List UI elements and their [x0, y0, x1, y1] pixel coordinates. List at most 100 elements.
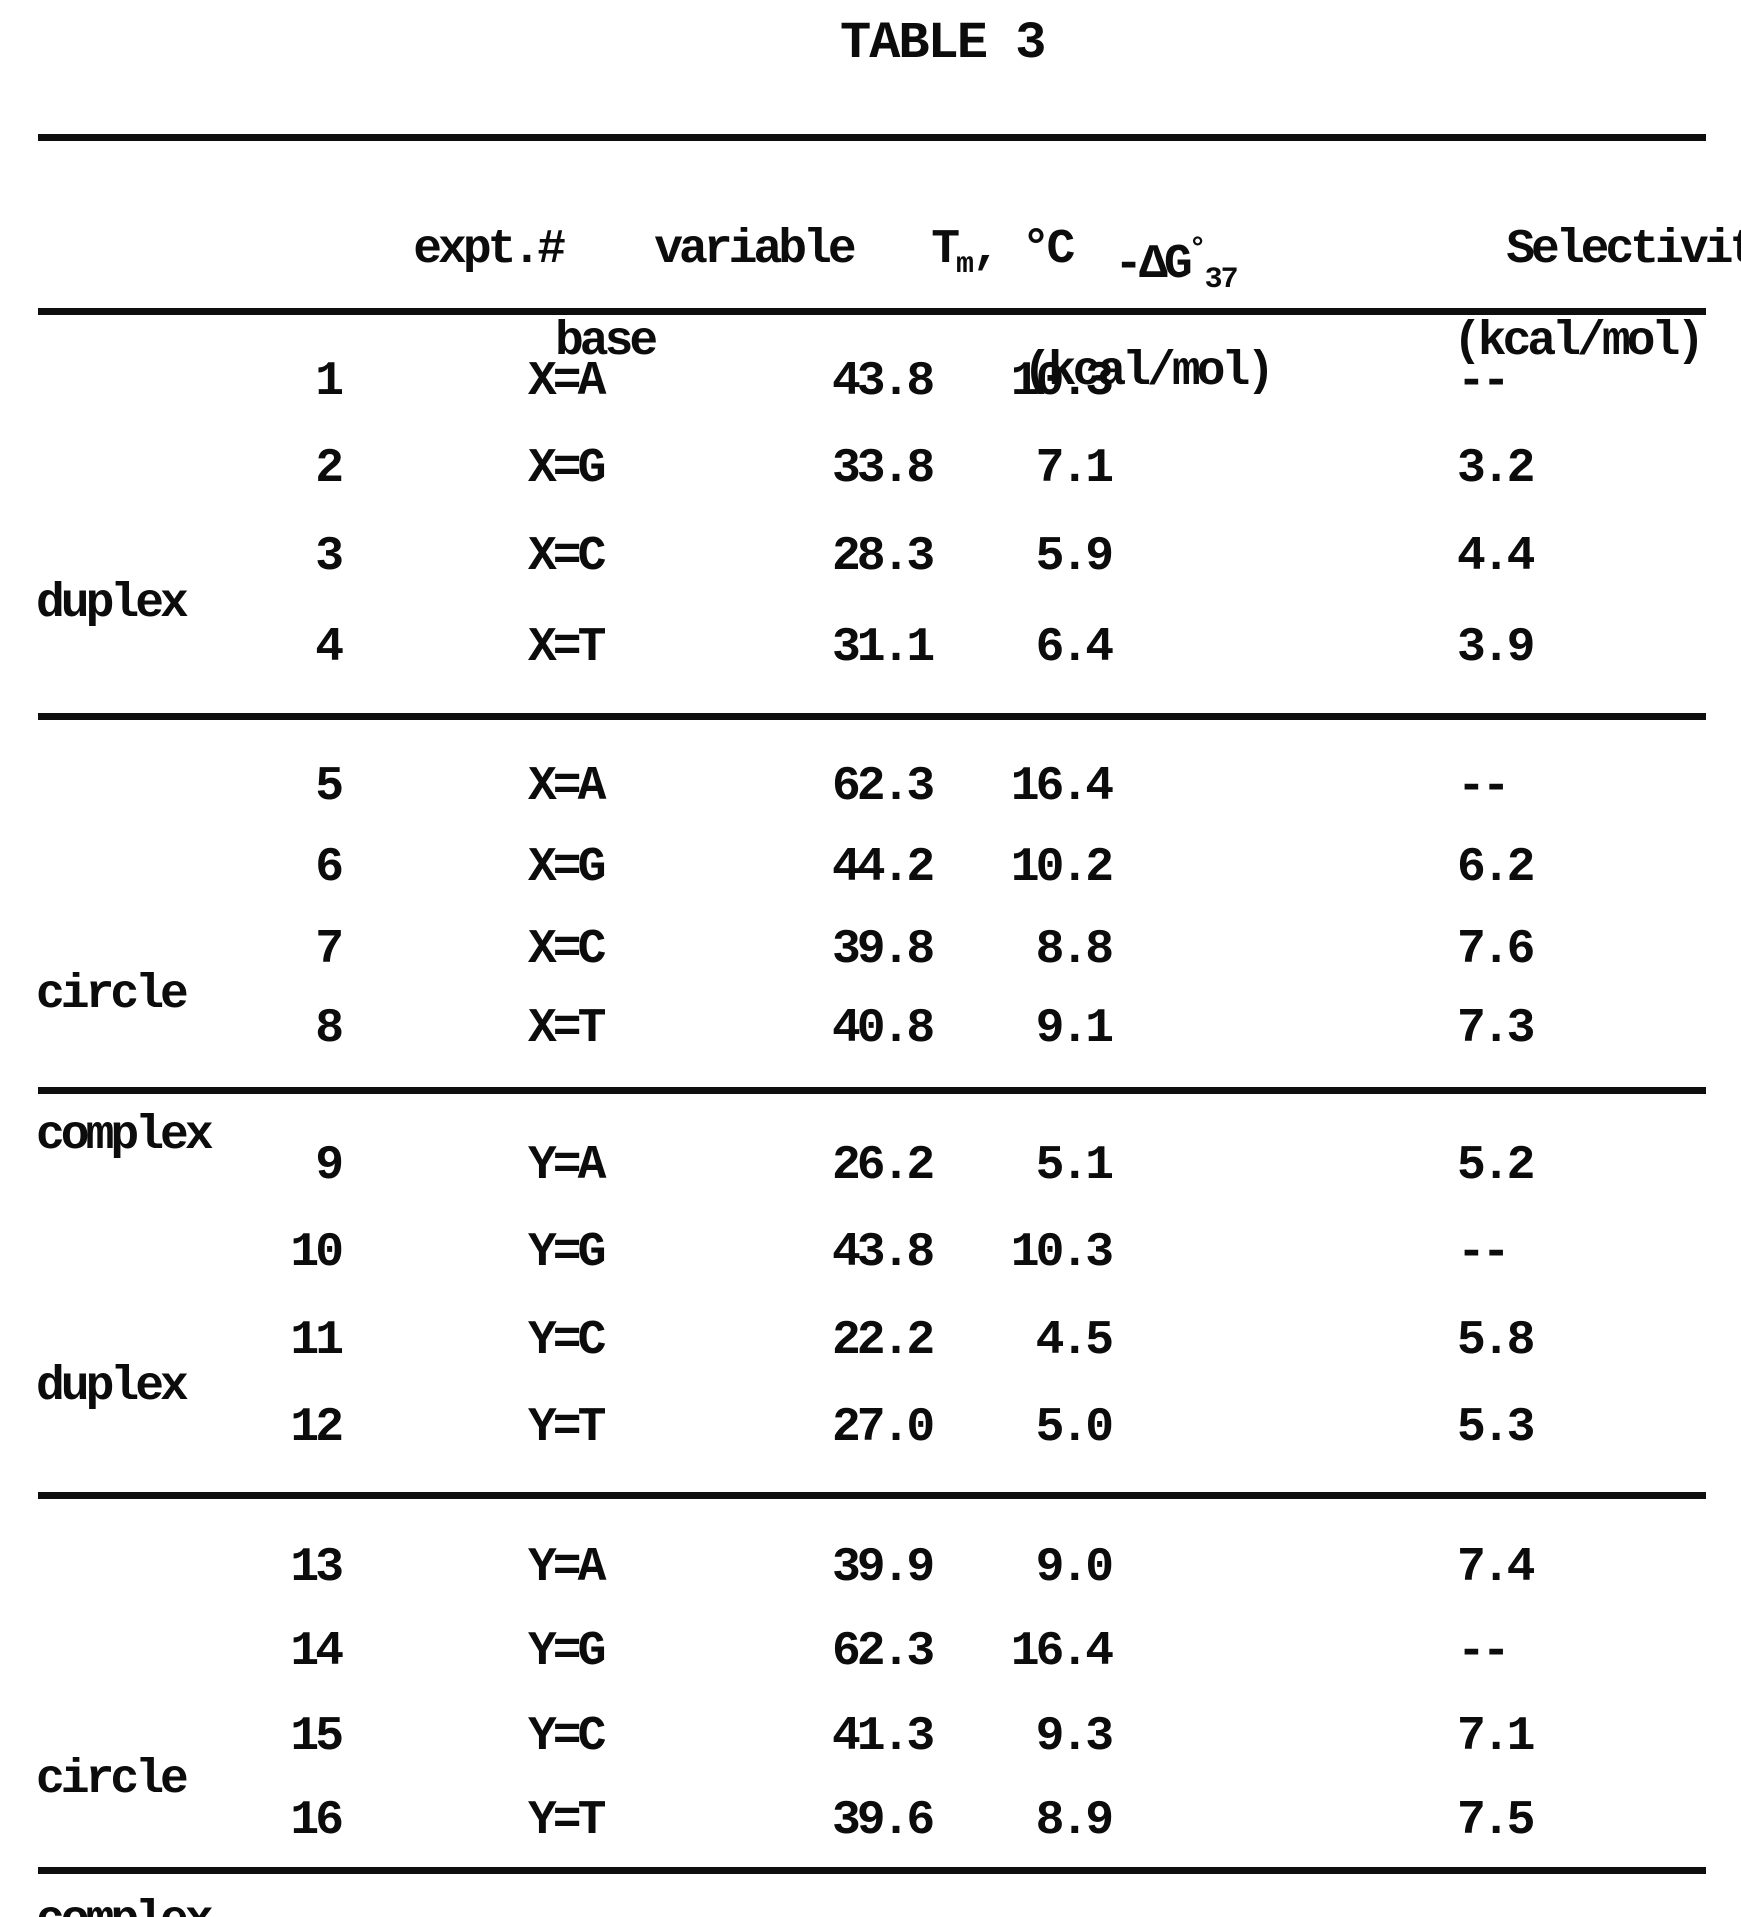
delta-g-value: 8.8: [1035, 923, 1114, 977]
variable-base-value: X=C: [528, 923, 606, 977]
column-header-expt: expt.#: [314, 181, 566, 319]
group-label-circle-complex-1: circle complex: [36, 878, 214, 1254]
horizontal-rule-header: [38, 308, 1706, 315]
expt-number: 5: [315, 760, 344, 814]
expt-number: 2: [315, 442, 344, 496]
selectivity-header-unit: (kcal/mol): [1453, 315, 1705, 369]
expt-number: 13: [290, 1541, 344, 1595]
selectivity-value: 3.2: [1457, 442, 1535, 496]
tm-value: 43.8: [832, 355, 935, 409]
tm-value: 26.2: [832, 1139, 935, 1193]
delta-g-header-superscript: °: [1188, 233, 1207, 267]
delta-g-value: 8.9: [1035, 1794, 1114, 1848]
delta-g-value: 9.3: [1035, 1710, 1114, 1764]
expt-number: 16: [290, 1794, 344, 1848]
table-row: 10 Y=G 43.8 10.3 --: [0, 1228, 1741, 1278]
variable-base-value: Y=C: [528, 1314, 606, 1368]
horizontal-rule-group2: [38, 1087, 1706, 1094]
table-row: 16 Y=T 39.6 8.9 7.5: [0, 1796, 1741, 1846]
variable-base-value: Y=T: [528, 1401, 606, 1455]
selectivity-value: 6.2: [1457, 841, 1535, 895]
variable-base-value: Y=T: [528, 1794, 606, 1848]
tm-value: 43.8: [832, 1226, 935, 1280]
variable-base-value: Y=G: [528, 1625, 606, 1679]
expt-number: 3: [315, 530, 344, 584]
variable-base-value: X=A: [528, 355, 606, 409]
selectivity-header-label: Selectivity: [1506, 223, 1741, 277]
selectivity-value: 7.1: [1457, 1710, 1535, 1764]
delta-g-value: 16.4: [1010, 1625, 1114, 1679]
table-row: 14 Y=G 62.3 16.4 --: [0, 1627, 1741, 1677]
delta-g-value: 5.1: [1035, 1139, 1114, 1193]
variable-base-value: X=C: [528, 530, 606, 584]
group-label-line: circle: [36, 1753, 189, 1807]
expt-header-label: expt.#: [413, 223, 566, 277]
expt-number: 1: [315, 355, 344, 409]
delta-g-value: 16.4: [1010, 760, 1114, 814]
delta-g-value: 4.5: [1035, 1314, 1114, 1368]
variable-base-value: X=T: [528, 621, 606, 675]
group-label-duplex-2: duplex: [36, 1270, 189, 1505]
tm-value: 22.2: [832, 1314, 935, 1368]
selectivity-value: 7.3: [1457, 1002, 1535, 1056]
group-label-circle-complex-2: circle complex: [36, 1663, 214, 1917]
delta-g-value: 6.4: [1035, 621, 1114, 675]
expt-number: 14: [290, 1625, 344, 1679]
table-row: 8 X=T 40.8 9.1 7.3: [0, 1004, 1741, 1054]
variable-base-value: Y=A: [528, 1139, 606, 1193]
expt-number: 4: [315, 621, 344, 675]
tm-value: 27.0: [832, 1401, 935, 1455]
column-header-delta-g: -ΔG°37 (kcal/mol): [1015, 181, 1275, 487]
selectivity-value: 5.8: [1457, 1314, 1535, 1368]
tm-value: 39.6: [832, 1794, 935, 1848]
table-row: 1 X=A 43.8 10.3 --: [0, 357, 1741, 407]
delta-g-value: 10.3: [1010, 1226, 1114, 1280]
variable-base-value: Y=A: [528, 1541, 606, 1595]
group-label-line: complex: [36, 1897, 214, 1917]
tm-value: 41.3: [832, 1710, 935, 1764]
variable-base-value: X=A: [528, 760, 606, 814]
tm-header-subscript: m: [956, 248, 974, 282]
selectivity-value: 4.4: [1457, 530, 1535, 584]
variable-base-value: Y=C: [528, 1710, 606, 1764]
column-header-selectivity: Selectivity (kcal/mol): [1407, 181, 1741, 457]
column-header-variable-base: variable base: [555, 181, 857, 457]
tm-value: 39.9: [832, 1541, 935, 1595]
selectivity-value: 7.5: [1457, 1794, 1535, 1848]
variable-base-value: X=T: [528, 1002, 606, 1056]
delta-g-value: 9.1: [1035, 1002, 1114, 1056]
expt-number: 8: [315, 1002, 344, 1056]
delta-g-header-symbol: -ΔG: [1114, 238, 1192, 292]
variable-base-value: X=G: [528, 841, 606, 895]
group-label-line: circle: [36, 968, 189, 1022]
delta-g-value: 9.0: [1035, 1541, 1114, 1595]
tm-value: 62.3: [832, 760, 935, 814]
variable-base-value: X=G: [528, 442, 606, 496]
tm-value: 28.3: [832, 530, 935, 584]
selectivity-value: 5.2: [1457, 1139, 1535, 1193]
table-row: 5 X=A 62.3 16.4 --: [0, 762, 1741, 812]
selectivity-value: 3.9: [1457, 621, 1535, 675]
table-row: 7 X=C 39.8 8.8 7.6: [0, 925, 1741, 975]
tm-value: 62.3: [832, 1625, 935, 1679]
horizontal-rule-group1: [38, 713, 1706, 720]
expt-number: 12: [290, 1401, 344, 1455]
selectivity-value: --: [1457, 1625, 1511, 1679]
expt-number: 7: [315, 923, 344, 977]
variable-header-line2: base: [555, 315, 658, 369]
expt-number: 15: [290, 1710, 344, 1764]
delta-g-value: 5.9: [1035, 530, 1114, 584]
delta-g-value: 5.0: [1035, 1401, 1114, 1455]
expt-number: 9: [315, 1139, 344, 1193]
table-row: 13 Y=A 39.9 9.0 7.4: [0, 1543, 1741, 1593]
delta-g-header-subscript: 37: [1204, 263, 1239, 297]
group-label-line: complex: [36, 1109, 214, 1163]
table-row: 9 Y=A 26.2 5.1 5.2: [0, 1141, 1741, 1191]
group-label-line: duplex: [36, 577, 189, 631]
table-row: 11 Y=C 22.2 4.5 5.8: [0, 1316, 1741, 1366]
horizontal-rule-top: [38, 134, 1706, 141]
table-row: 3 X=C 28.3 5.9 4.4: [0, 532, 1741, 582]
tm-value: 39.8: [832, 923, 935, 977]
expt-number: 6: [315, 841, 344, 895]
